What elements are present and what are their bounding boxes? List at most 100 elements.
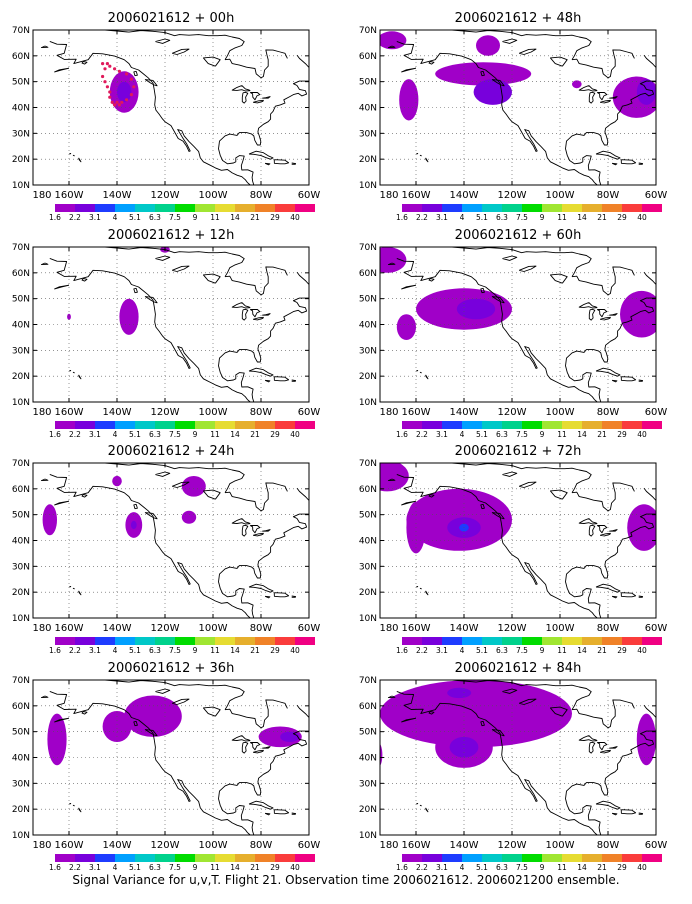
lon-tick-label: 140W	[450, 623, 479, 634]
observation-point	[117, 69, 121, 73]
coastline	[40, 247, 309, 402]
lon-tick-label: 100W	[199, 190, 228, 201]
colorbar-swatch	[622, 204, 642, 212]
colorbar-label: 9	[193, 430, 198, 439]
colorbar-label: 2.2	[416, 213, 428, 222]
lon-tick-label: 140W	[103, 407, 132, 418]
gridlines	[380, 30, 656, 185]
colorbar-swatch	[642, 204, 662, 212]
lon-tick-label: 80W	[597, 623, 620, 634]
lon-tick-label: 120W	[151, 840, 180, 851]
colorbar-swatch	[502, 854, 522, 862]
colorbar-label: 14	[577, 646, 587, 655]
colorbar-swatch	[295, 854, 315, 862]
colorbar-label: 5.1	[129, 646, 141, 655]
colorbar-label: 29	[270, 646, 280, 655]
colorbar: 1.6 2.2 3.1 4 5.1 6.3 7.5 9 11 14 21 29 40	[49, 204, 315, 222]
lon-tick-label: 160W	[55, 623, 84, 634]
colorbar-swatch	[115, 637, 135, 645]
colorbar-swatch	[582, 854, 602, 862]
map-panel: 2006021612 + 12h 70N 60N 50N 40N 30N 20N 10N180…	[12, 228, 321, 439]
lon-tick-label: 120W	[151, 407, 180, 418]
colorbar-label: 40	[637, 430, 647, 439]
lon-tick-label: 120W	[498, 407, 527, 418]
colorbar-label: 1.6	[396, 646, 408, 655]
lon-tick-label: 160W	[402, 623, 431, 634]
colorbar-label: 1.6	[49, 863, 61, 872]
colorbar-label: 3.1	[89, 430, 101, 439]
lat-tick-label: 70N	[359, 459, 377, 469]
colorbar-swatch	[215, 421, 235, 429]
lat-tick-label: 60N	[12, 269, 30, 279]
map-frame	[32, 29, 310, 186]
lat-tick-label: 60N	[12, 52, 30, 62]
colorbar-label: 7.5	[516, 213, 528, 222]
lon-tick-label: 80W	[597, 190, 620, 201]
colorbar-swatch	[442, 854, 462, 862]
colorbar-label: 4	[460, 213, 465, 222]
colorbar-label: 9	[193, 646, 198, 655]
colorbar-label: 2.2	[416, 646, 428, 655]
variance-region	[380, 31, 407, 50]
colorbar-label: 21	[250, 646, 260, 655]
coastline	[40, 30, 309, 185]
observation-point	[101, 74, 105, 79]
colorbar-swatch	[55, 854, 75, 862]
lon-tick-label: 140W	[103, 623, 132, 634]
observation-point	[125, 72, 129, 76]
colorbar-label: 9	[540, 213, 545, 222]
variance-region	[280, 731, 300, 742]
lat-tick-label: 10N	[359, 181, 377, 191]
lat-tick-label: 40N	[359, 104, 377, 114]
colorbar-swatch	[482, 204, 502, 212]
variance-region	[67, 313, 71, 320]
colorbar-label: 3.1	[89, 646, 101, 655]
colorbar-label: 2.2	[416, 430, 428, 439]
lon-tick-label: 180	[379, 190, 398, 201]
colorbar-label: 1.6	[396, 863, 408, 872]
colorbar-swatch	[482, 637, 502, 645]
colorbar-swatch	[55, 637, 75, 645]
colorbar-swatch	[622, 637, 642, 645]
colorbar-swatch	[255, 204, 275, 212]
lat-tick-label: 50N	[359, 295, 377, 305]
observation-point	[129, 77, 133, 81]
lat-tick-label: 40N	[359, 321, 377, 331]
panel-title: 2006021612 + 72h	[455, 444, 582, 459]
colorbar: 1.6 2.2 3.1 4 5.1 6.3 7.5 9 11 14 21 29 40	[49, 421, 315, 439]
colorbar-label: 3.1	[89, 863, 101, 872]
lat-tick-label: 70N	[12, 243, 30, 253]
observation-point	[105, 62, 109, 66]
colorbar-swatch	[562, 637, 582, 645]
colorbar-swatch	[235, 421, 255, 429]
colorbar-label: 21	[597, 430, 607, 439]
observation-point	[129, 93, 133, 97]
colorbar: 1.6 2.2 3.1 4 5.1 6.3 7.5 9 11 14 21 29 40	[396, 204, 662, 222]
lon-tick-label: 180	[379, 407, 398, 418]
variance-region	[449, 736, 479, 758]
colorbar-label: 14	[577, 863, 587, 872]
observation-point	[108, 95, 112, 99]
observation-point	[113, 103, 117, 107]
lat-tick-label: 40N	[12, 537, 30, 547]
colorbar-swatch	[582, 204, 602, 212]
colorbar-swatch	[442, 637, 462, 645]
colorbar-label: 3.1	[436, 646, 448, 655]
colorbar-swatch	[55, 421, 75, 429]
observation-point	[103, 80, 107, 84]
colorbar-label: 7.5	[169, 430, 181, 439]
lat-tick-label: 60N	[359, 702, 377, 712]
colorbar-swatch	[502, 204, 522, 212]
colorbar-swatch	[275, 637, 295, 645]
colorbar-swatch	[442, 204, 462, 212]
colorbar-swatch	[255, 854, 275, 862]
colorbar-label: 14	[230, 213, 240, 222]
colorbar-label: 5.1	[476, 646, 488, 655]
colorbar-swatch	[462, 637, 482, 645]
lon-tick-label: 60W	[298, 190, 321, 201]
lat-tick-label: 50N	[359, 728, 377, 738]
lon-tick-label: 160W	[402, 840, 431, 851]
observation-point	[120, 100, 124, 104]
colorbar-swatch	[75, 204, 95, 212]
lon-tick-label: 140W	[450, 407, 479, 418]
